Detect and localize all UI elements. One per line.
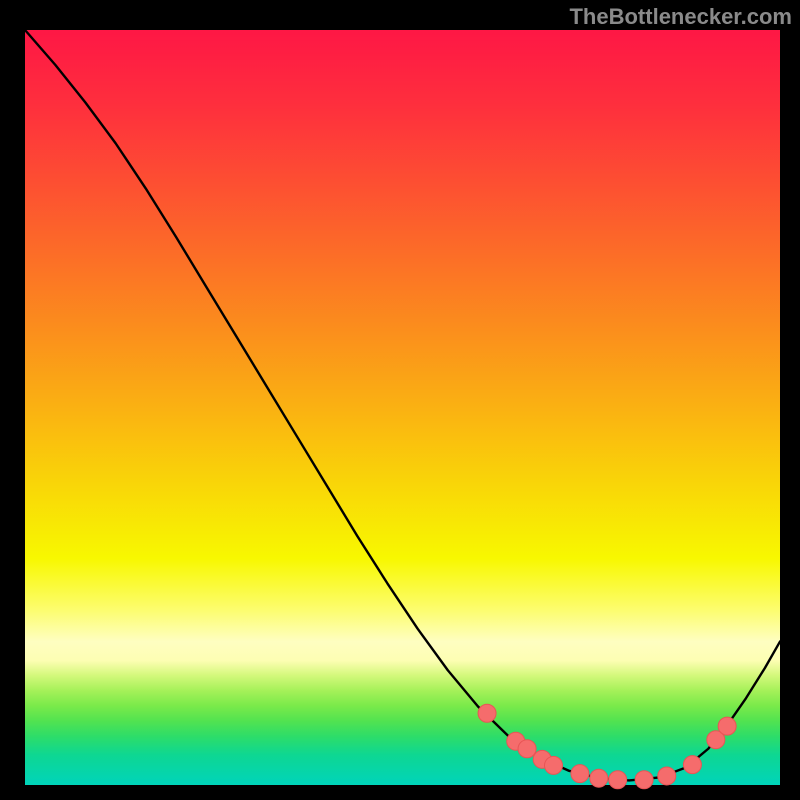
curve-marker [635, 771, 653, 789]
curve-marker [571, 765, 589, 783]
chart-container: TheBottlenecker.com [0, 0, 800, 800]
plot-background [25, 30, 780, 785]
curve-marker [478, 704, 496, 722]
curve-marker [683, 756, 701, 774]
curve-marker [590, 769, 608, 787]
curve-marker [609, 771, 627, 789]
curve-marker [545, 756, 563, 774]
curve-marker [658, 767, 676, 785]
curve-marker [718, 717, 736, 735]
curve-marker [518, 740, 536, 758]
attribution-text: TheBottlenecker.com [569, 4, 792, 30]
bottleneck-chart [0, 0, 800, 800]
